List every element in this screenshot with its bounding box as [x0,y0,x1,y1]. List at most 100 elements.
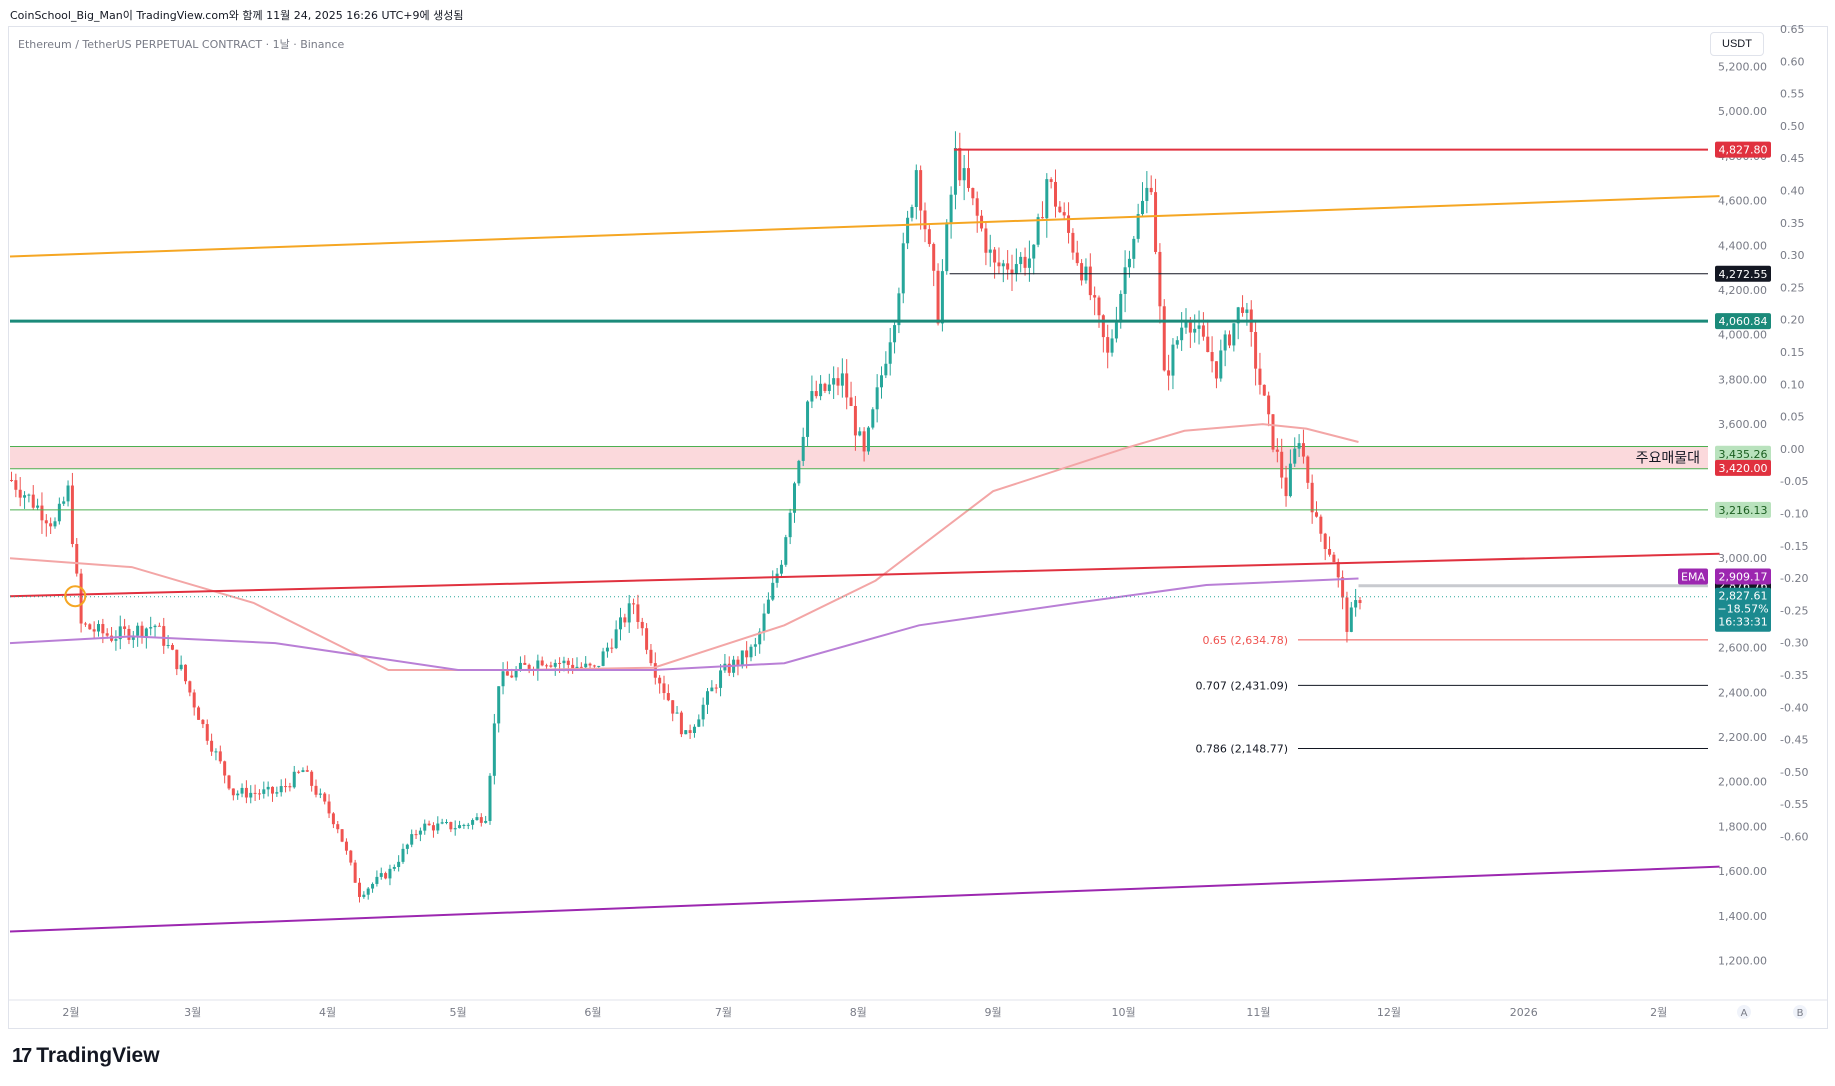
ema-value: 2,909.17 [1719,571,1768,584]
candle-up [514,670,518,678]
candle-down [1058,206,1062,213]
candle-up [575,666,579,670]
candle-down [505,671,509,676]
candle-down [823,383,827,391]
candle-up [701,704,705,720]
candle-down [1332,554,1336,563]
candle-down [218,751,222,762]
percent-tick-label: -0.05 [1780,475,1808,488]
candle-down [297,771,301,773]
log-scale-label: B [1797,1008,1804,1019]
candle-down [288,786,292,788]
candle-up [1175,340,1179,345]
candle-up [562,660,566,664]
candle-up [501,671,505,687]
percent-tick-label: -0.60 [1780,831,1808,844]
log-scale-button[interactable] [1793,1005,1807,1019]
candle-down [353,862,357,883]
supply-zone [10,446,1708,469]
candle-up [1245,309,1249,313]
time-tick-label: 10월 [1112,1006,1136,1019]
price-tick-label: 2,200.00 [1718,731,1767,744]
candle-down [1154,192,1158,252]
ema-name-bg [1678,568,1708,585]
candle-down [414,834,418,836]
candle-up [214,751,218,753]
candle-up [1036,217,1040,245]
current-price-badge [1715,587,1771,632]
candle-down [1258,368,1262,385]
candle-up [471,820,475,825]
candle-up [719,670,723,688]
candle-up [597,665,601,667]
candle-up [1114,322,1118,339]
candle-up [401,848,405,862]
candle-down [253,792,257,794]
candle-up [893,325,897,343]
candle-down [1345,597,1349,632]
zone-bottom-badge-text: 3,420.00 [1719,462,1768,475]
candle-up [827,384,831,391]
candle-down [592,665,596,667]
candle-down [523,662,527,665]
candle-up [1184,321,1188,328]
candle-down [1106,337,1110,353]
price-tick-label: 3,800.00 [1718,373,1767,386]
candle-down [231,788,235,796]
candle-down [993,249,997,263]
time-tick-label: 2월 [62,1006,79,1019]
candle-up [766,599,770,614]
percent-tick-label: -0.20 [1780,572,1808,585]
candle-down [549,665,553,667]
price-tick-label: 4,400.00 [1718,239,1767,252]
candle-up [945,222,949,272]
trendline-resistance-orange[interactable] [9,195,1720,258]
candle-down [201,719,205,725]
brand-name: TradingView [36,1044,160,1067]
candle-down [1210,352,1214,362]
candle-down [431,825,435,831]
candle-up [262,789,266,794]
candle-up [497,686,501,724]
candle-down [314,785,318,795]
candle-up [806,401,810,437]
candle-down [1149,187,1153,193]
candle-down [83,623,87,625]
candle-down [1006,263,1010,270]
candle-down [40,505,44,521]
candle-up [453,828,457,830]
candle-up [301,770,305,772]
symbol-title[interactable]: Ethereum / TetherUS PERPETUAL CONTRACT ·… [18,38,345,51]
candle-up [1123,267,1127,294]
auto-scale-button[interactable] [1737,1005,1751,1019]
current-price-value: 2,827.61 [1719,590,1768,603]
candle-down [49,523,53,527]
candle-down [479,817,483,823]
candle-down [527,664,531,670]
candle-down [192,692,196,708]
candle-down [1301,443,1305,457]
candle-down [588,663,592,666]
candle-down [727,663,731,673]
candle-up [458,825,462,829]
candle-up [1127,258,1131,268]
candle-down [1071,232,1075,253]
candle-down [1228,334,1231,346]
candle-up [884,363,888,376]
candle-down [579,666,583,668]
candle-up [1119,293,1123,323]
candle-up [819,383,823,397]
candle-down [1306,456,1310,483]
candle-down [1267,395,1271,415]
trendline-support-red[interactable] [9,552,1720,598]
candle-up [153,625,157,628]
price-chart[interactable]: 주요매물대 0.65 (2,634.78) 0.707 (2,431.09) 0.7… [0,0,1835,1040]
currency-selector[interactable]: USDT [1710,32,1764,56]
zone-top-badge-bg [1715,445,1771,462]
candle-down [927,229,931,245]
candle-up [1045,179,1049,219]
candle-down [1167,370,1171,376]
tradingview-logo[interactable]: 17 TradingView [12,1044,160,1068]
percent-tick-label: -0.15 [1780,540,1808,553]
trendline-support-purple[interactable] [9,865,1720,933]
